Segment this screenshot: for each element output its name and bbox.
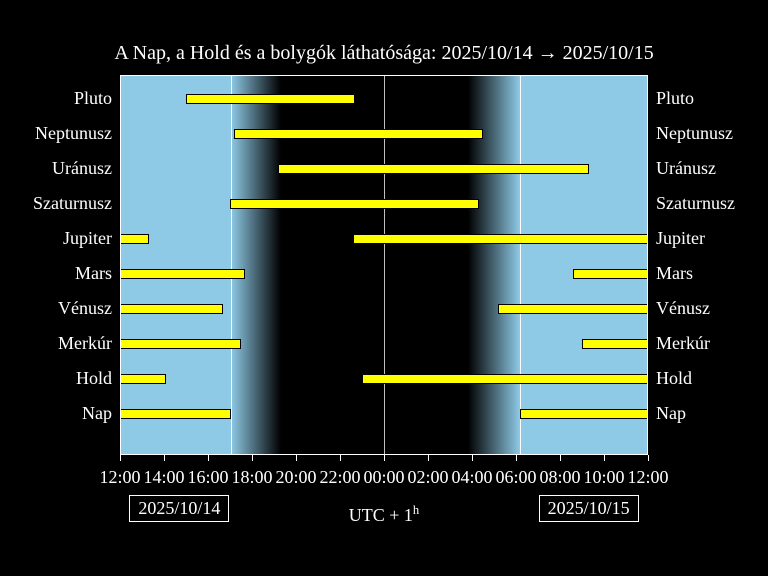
vline: [231, 75, 232, 455]
y-label-right: Szaturnusz: [656, 193, 735, 214]
x-tick-label: 12:00: [99, 467, 140, 488]
x-tick: [340, 455, 341, 461]
visibility-bar: [186, 94, 355, 104]
x-tick-label: 02:00: [407, 467, 448, 488]
y-label-left: Uránusz: [52, 158, 112, 179]
y-label-left: Szaturnusz: [33, 193, 112, 214]
x-tick: [472, 455, 473, 461]
x-axis-title: UTC + 1h: [349, 503, 419, 526]
y-label-right: Merkúr: [656, 333, 710, 354]
visibility-bar: [582, 339, 648, 349]
x-tick-label: 14:00: [143, 467, 184, 488]
visibility-bar: [362, 374, 648, 384]
plot-area: [120, 75, 648, 455]
sky-segment: [520, 75, 648, 455]
visibility-bar: [120, 269, 245, 279]
visibility-bar: [120, 374, 166, 384]
x-tick: [208, 455, 209, 461]
x-tick: [384, 455, 385, 461]
x-tick-label: 04:00: [451, 467, 492, 488]
y-label-right: Uránusz: [656, 158, 716, 179]
visibility-bar: [120, 339, 241, 349]
y-label-left: Jupiter: [63, 228, 112, 249]
y-label-right: Neptunusz: [656, 123, 733, 144]
visibility-bar: [120, 304, 223, 314]
y-label-right: Pluto: [656, 88, 694, 109]
y-label-right: Jupiter: [656, 228, 705, 249]
visibility-bar: [573, 269, 648, 279]
visibility-bar: [120, 234, 149, 244]
date-box-right: 2025/10/15: [539, 495, 639, 522]
x-tick: [428, 455, 429, 461]
x-tick: [296, 455, 297, 461]
x-tick-label: 12:00: [627, 467, 668, 488]
x-tick-label: 06:00: [495, 467, 536, 488]
x-tick-label: 18:00: [231, 467, 272, 488]
sky-segment: [120, 75, 231, 455]
visibility-bar: [278, 164, 588, 174]
y-label-right: Hold: [656, 368, 692, 389]
x-tick: [516, 455, 517, 461]
y-label-left: Vénusz: [58, 298, 112, 319]
y-label-left: Neptunusz: [35, 123, 112, 144]
y-label-left: Pluto: [74, 88, 112, 109]
visibility-bar: [230, 199, 479, 209]
x-tick-label: 00:00: [363, 467, 404, 488]
visibility-bar: [353, 234, 648, 244]
y-label-right: Vénusz: [656, 298, 710, 319]
y-label-right: Mars: [656, 263, 693, 284]
vline: [520, 75, 521, 455]
visibility-bar: [120, 409, 231, 419]
visibility-bar: [498, 304, 648, 314]
x-tick: [560, 455, 561, 461]
y-label-right: Nap: [656, 403, 686, 424]
x-tick-label: 20:00: [275, 467, 316, 488]
x-tick: [164, 455, 165, 461]
x-tick: [120, 455, 121, 461]
x-tick: [252, 455, 253, 461]
visibility-bar: [234, 129, 483, 139]
x-tick-label: 16:00: [187, 467, 228, 488]
y-label-left: Mars: [75, 263, 112, 284]
chart-title: A Nap, a Hold és a bolygók láthatósága: …: [0, 42, 768, 65]
x-tick: [604, 455, 605, 461]
y-label-left: Hold: [76, 368, 112, 389]
x-tick-label: 08:00: [539, 467, 580, 488]
x-tick-label: 22:00: [319, 467, 360, 488]
chart-stage: A Nap, a Hold és a bolygók láthatósága: …: [0, 0, 768, 576]
visibility-bar: [520, 409, 648, 419]
x-tick-label: 10:00: [583, 467, 624, 488]
y-label-left: Merkúr: [58, 333, 112, 354]
y-label-left: Nap: [82, 403, 112, 424]
date-box-left: 2025/10/14: [129, 495, 229, 522]
x-tick: [648, 455, 649, 461]
